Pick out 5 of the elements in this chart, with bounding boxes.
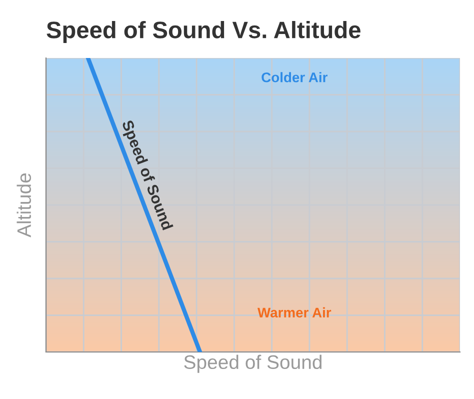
x-axis-title: Speed of Sound xyxy=(184,354,322,373)
text: Warmer Air xyxy=(258,307,332,318)
chart-title: Speed of Sound Vs. Altitude xyxy=(46,20,360,44)
y-axis-title: Altitude xyxy=(16,173,32,238)
text: Colder Air xyxy=(262,72,328,82)
